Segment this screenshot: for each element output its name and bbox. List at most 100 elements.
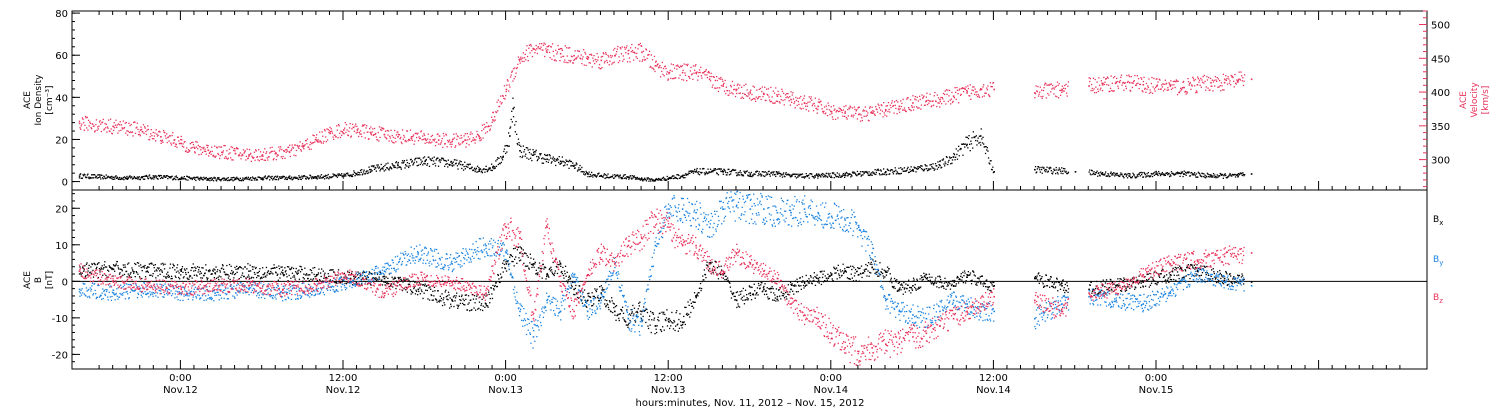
- data-point: [300, 150, 302, 152]
- data-point: [167, 274, 169, 276]
- data-point: [1120, 76, 1122, 78]
- data-point: [208, 152, 210, 154]
- data-point: [373, 168, 376, 170]
- data-point: [454, 297, 457, 299]
- data-point: [189, 275, 192, 277]
- data-point: [97, 128, 99, 130]
- data-point: [862, 174, 864, 176]
- data-point: [1149, 89, 1151, 91]
- data-point: [491, 169, 493, 172]
- data-point: [668, 321, 670, 323]
- data-point: [919, 98, 921, 101]
- data-point: [695, 71, 697, 74]
- data-point: [416, 282, 418, 284]
- data-point: [791, 101, 793, 103]
- data-point: [563, 270, 566, 272]
- data-point: [933, 167, 935, 169]
- data-point: [1197, 171, 1199, 173]
- data-point: [870, 111, 873, 113]
- data-point: [1101, 172, 1104, 174]
- data-point: [1152, 173, 1154, 175]
- data-point: [619, 60, 621, 62]
- data-point: [548, 51, 551, 54]
- data-point: [325, 174, 327, 176]
- data-point: [183, 146, 185, 148]
- data-point: [629, 319, 631, 322]
- data-point: [170, 142, 172, 144]
- data-point: [258, 149, 260, 151]
- data-point: [1191, 84, 1193, 86]
- data-point: [1186, 92, 1188, 94]
- data-point: [1203, 74, 1206, 77]
- data-point: [693, 170, 695, 172]
- data-point: [437, 157, 439, 159]
- data-point: [917, 107, 919, 109]
- data-point: [1225, 75, 1227, 77]
- data-point: [117, 123, 120, 125]
- data-point: [991, 169, 993, 171]
- data-point: [584, 173, 587, 175]
- data-point: [424, 163, 426, 165]
- data-point: [1197, 76, 1199, 78]
- data-point: [275, 178, 277, 181]
- data-point: [375, 279, 378, 281]
- data-point: [919, 166, 921, 168]
- data-point: [342, 132, 345, 134]
- data-point: [619, 174, 621, 176]
- data-point: [720, 168, 723, 170]
- data-point: [1036, 90, 1038, 92]
- data-point: [737, 83, 739, 85]
- data-point: [573, 58, 576, 61]
- data-point: [562, 274, 565, 277]
- data-point: [358, 174, 360, 176]
- data-point: [1114, 175, 1116, 177]
- data-point: [847, 174, 849, 176]
- data-point: [295, 177, 298, 179]
- data-point: [889, 173, 891, 175]
- data-point: [701, 171, 703, 174]
- data-point: [281, 148, 283, 151]
- data-point: [512, 97, 514, 99]
- data-point: [964, 146, 966, 148]
- data-point: [383, 133, 386, 136]
- data-point: [264, 275, 266, 277]
- data-point: [927, 168, 929, 170]
- data-point: [207, 277, 209, 279]
- data-point: [811, 173, 813, 175]
- data-point: [82, 174, 84, 176]
- data-point: [461, 294, 463, 296]
- data-point: [78, 175, 81, 177]
- data-point: [233, 149, 235, 152]
- data-point: [479, 140, 481, 142]
- data-point: [1204, 174, 1206, 176]
- data-point: [505, 144, 507, 147]
- data-point: [276, 154, 279, 156]
- data-point: [1206, 172, 1209, 174]
- data-point: [896, 113, 898, 115]
- data-point: [527, 265, 529, 267]
- data-point: [92, 177, 95, 179]
- data-point: [355, 173, 357, 176]
- data-point: [497, 273, 499, 276]
- data-point: [458, 163, 460, 165]
- data-point: [816, 173, 818, 175]
- data-point: [573, 164, 575, 167]
- data-point: [377, 164, 379, 166]
- data-point: [231, 179, 233, 181]
- data-point: [1139, 175, 1141, 177]
- data-point: [707, 71, 709, 74]
- data-point: [118, 178, 120, 180]
- data-point: [372, 165, 374, 167]
- data-point: [633, 51, 635, 53]
- data-point: [676, 174, 678, 176]
- data-point: [346, 129, 348, 131]
- data-point: [446, 295, 449, 297]
- data-point: [643, 56, 645, 58]
- data-point: [845, 105, 847, 107]
- data-point: [200, 272, 202, 274]
- data-point: [893, 112, 895, 114]
- data-point: [966, 145, 968, 147]
- data-point: [484, 302, 486, 304]
- data-point: [800, 108, 802, 110]
- data-point: [625, 177, 627, 179]
